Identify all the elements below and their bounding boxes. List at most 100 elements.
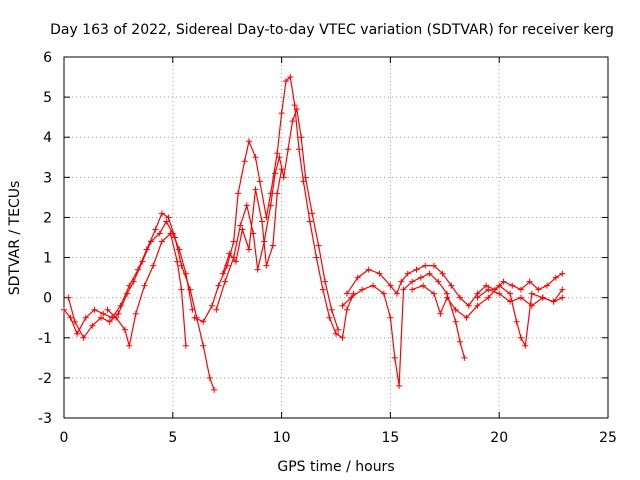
data-point xyxy=(417,274,424,281)
data-point xyxy=(176,246,183,253)
data-point xyxy=(282,78,289,85)
data-point xyxy=(430,262,437,269)
data-series xyxy=(61,74,566,393)
data-point xyxy=(426,270,433,277)
data-point xyxy=(82,314,89,321)
series-track-7 xyxy=(343,262,566,309)
data-point xyxy=(215,282,222,289)
data-point xyxy=(400,286,407,293)
series-track-3 xyxy=(104,230,189,349)
data-point xyxy=(496,290,503,297)
data-point xyxy=(113,314,120,321)
chart-title: Day 163 of 2022, Sidereal Day-to-day VTE… xyxy=(50,22,614,38)
data-point xyxy=(404,270,411,277)
data-point xyxy=(237,222,244,229)
data-point xyxy=(387,282,394,289)
data-point xyxy=(387,314,394,321)
data-point xyxy=(91,306,98,313)
series-track-2 xyxy=(65,218,196,341)
data-point xyxy=(269,242,276,249)
data-point xyxy=(189,306,196,313)
data-point xyxy=(452,306,459,313)
data-point xyxy=(211,386,218,393)
data-point xyxy=(65,294,72,301)
data-point xyxy=(526,278,533,285)
data-point xyxy=(239,226,246,233)
data-point xyxy=(252,154,259,161)
data-point xyxy=(293,106,300,113)
data-point xyxy=(74,330,81,337)
data-point xyxy=(124,290,131,297)
data-point xyxy=(130,278,137,285)
x-tick-label: 10 xyxy=(273,430,291,446)
x-tick-label: 20 xyxy=(490,430,508,446)
data-point xyxy=(235,190,242,197)
data-point xyxy=(141,282,148,289)
data-point xyxy=(71,318,78,325)
data-point xyxy=(359,286,366,293)
data-point xyxy=(437,310,444,317)
data-point xyxy=(232,258,239,265)
data-point xyxy=(500,278,507,285)
data-point xyxy=(333,330,339,337)
data-point xyxy=(230,238,237,245)
data-point xyxy=(485,286,492,293)
data-point xyxy=(509,282,516,289)
grid-lines xyxy=(64,57,608,418)
data-point xyxy=(343,290,350,297)
data-point xyxy=(272,170,279,177)
data-point xyxy=(522,342,529,349)
data-point xyxy=(507,298,514,305)
data-point xyxy=(322,278,329,285)
data-point xyxy=(167,230,174,237)
y-tick-label: 4 xyxy=(43,130,52,146)
data-point xyxy=(517,294,524,301)
y-tick-label: 0 xyxy=(43,291,52,307)
data-point xyxy=(121,326,128,333)
data-point xyxy=(132,310,139,317)
x-tick-label: 15 xyxy=(381,430,399,446)
data-point xyxy=(409,278,416,285)
data-point xyxy=(413,266,420,273)
data-point xyxy=(245,246,252,253)
data-point xyxy=(339,302,346,309)
series-track-9 xyxy=(409,282,566,349)
data-point xyxy=(126,342,133,349)
data-point xyxy=(200,342,207,349)
axis-ticks xyxy=(63,56,609,419)
data-point xyxy=(148,238,155,245)
data-point xyxy=(163,218,170,225)
data-point xyxy=(439,270,446,277)
data-point xyxy=(274,190,281,197)
data-point xyxy=(391,354,398,361)
series-track-5 xyxy=(213,106,342,333)
data-point xyxy=(513,318,520,325)
data-point xyxy=(245,138,252,145)
data-point xyxy=(158,210,165,217)
data-point xyxy=(461,354,468,361)
data-point xyxy=(226,250,233,257)
data-point xyxy=(517,334,524,341)
y-tick-label: -2 xyxy=(38,371,52,387)
data-point xyxy=(263,262,270,269)
y-axis-tick-labels: -3 -2 -1 0 1 2 3 4 5 6 xyxy=(38,50,52,427)
data-point xyxy=(243,202,250,209)
data-point xyxy=(559,286,566,293)
data-point xyxy=(182,270,189,277)
x-axis-tick-labels: 0 5 10 15 20 25 xyxy=(60,430,617,446)
data-point xyxy=(539,294,546,301)
data-point xyxy=(343,306,350,313)
data-point xyxy=(289,118,296,125)
data-point xyxy=(200,318,207,325)
data-point xyxy=(474,294,481,301)
data-point xyxy=(326,314,333,321)
series-line xyxy=(411,284,563,348)
y-tick-label: -3 xyxy=(38,411,52,427)
data-point xyxy=(422,262,429,269)
data-point xyxy=(256,178,263,185)
data-point xyxy=(528,302,535,309)
data-point xyxy=(150,262,157,269)
data-point xyxy=(152,226,159,233)
data-point xyxy=(80,334,87,341)
series-track-10 xyxy=(474,286,566,309)
